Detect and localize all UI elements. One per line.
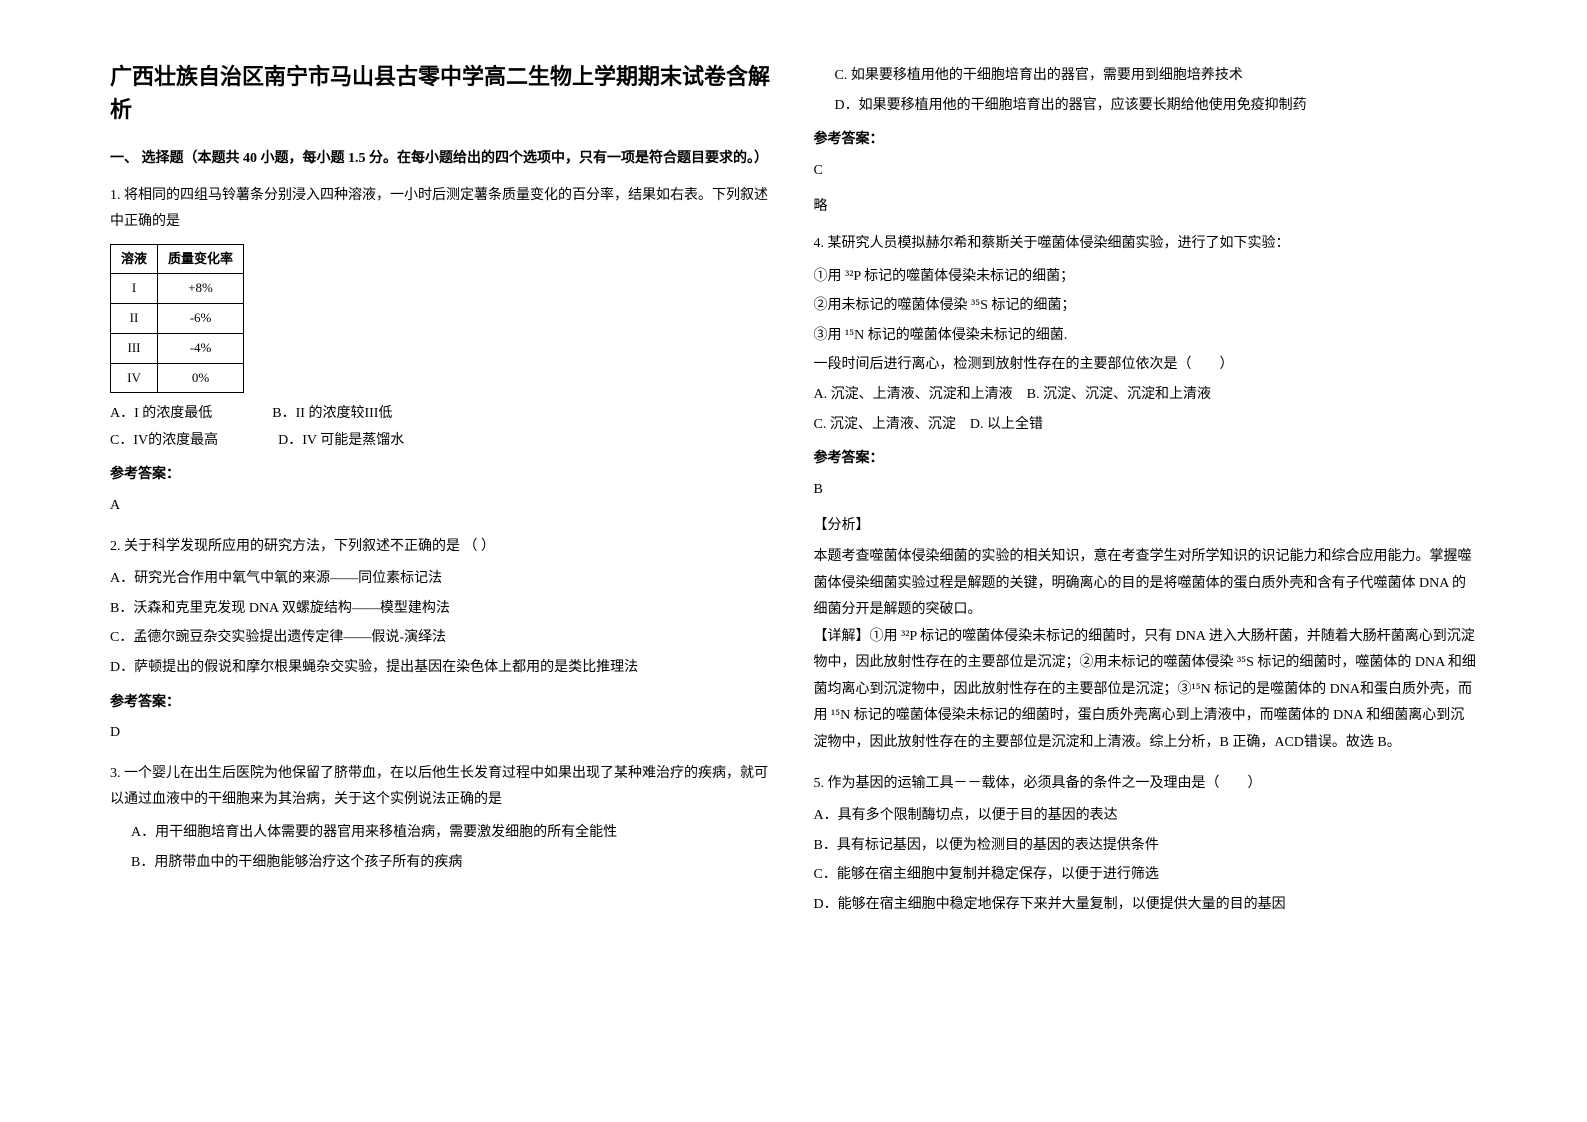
answer-value: A [110,493,774,520]
option-a: A．用干细胞培育出人体需要的器官用来移植治病，需要激发细胞的所有全能性 [110,820,774,847]
option-b: B．沃森和克里克发现 DNA 双螺旋结构——模型建构法 [110,596,774,623]
table-cell: -4% [158,333,244,363]
detail-text: 【详解】①用 ³²P 标记的噬菌体侵染未标记的细菌时，只有 DNA 进入大肠杆菌… [814,624,1478,757]
option-b: B. 沉淀、沉淀、沉淀和上清液 [1027,387,1211,402]
answer-label: 参考答案： [110,462,774,489]
option-a: A．I 的浓度最低 [110,401,212,428]
question-line: ②用未标记的噬菌体侵染 ³⁵S 标记的细菌； [814,293,1478,320]
option-c: C. 沉淀、上清液、沉淀 [814,417,956,432]
answer-value: C [814,158,1478,185]
question-line: 一段时间后进行离心，检测到放射性存在的主要部位依次是（ ） [814,352,1478,379]
question-line: ③用 ¹⁵N 标记的噬菌体侵染未标记的细菌. [814,323,1478,350]
table-header: 溶液 [111,244,158,274]
analysis-label: 【分析】 [814,513,1478,540]
answer-value: B [814,477,1478,504]
data-table: 溶液 质量变化率 I +8% II -6% III -4% IV 0% [110,244,244,393]
detail-label: 【详解】 [814,629,870,644]
question-text: 5. 作为基因的运输工具－－载体，必须具备的条件之一及理由是（ ） [814,771,1478,798]
option-a: A. 沉淀、上清液、沉淀和上清液 [814,387,1013,402]
table-cell: 0% [158,363,244,393]
answer-label: 参考答案： [110,690,774,717]
option-d: D．萨顿提出的假说和摩尔根果蝇杂交实验，提出基因在染色体上都用的是类比推理法 [110,655,774,682]
options-line: A. 沉淀、上清液、沉淀和上清液 B. 沉淀、沉淀、沉淀和上清液 [814,382,1478,409]
option-c: C．孟德尔豌豆杂交实验提出遗传定律——假说-演绎法 [110,625,774,652]
question-3: 3. 一个婴儿在出生后医院为他保留了脐带血，在以后他生长发育过程中如果出现了某种… [110,761,774,876]
answer-label: 参考答案： [814,446,1478,473]
page-title: 广西壮族自治区南宁市马山县古零中学高二生物上学期期末试卷含解析 [110,60,774,126]
option-a: A．研究光合作用中氧气中氧的来源——同位素标记法 [110,566,774,593]
table-cell: IV [111,363,158,393]
left-column: 广西壮族自治区南宁市马山县古零中学高二生物上学期期末试卷含解析 一、 选择题（本… [90,60,794,1062]
option-c: C. 如果要移植用他的干细胞培育出的器官，需要用到细胞培养技术 [814,63,1478,90]
table-cell: -6% [158,304,244,334]
options: A．I 的浓度最低 B．II 的浓度较III低 C．IV的浓度最高 D．IV 可… [110,401,774,454]
right-column: C. 如果要移植用他的干细胞培育出的器官，需要用到细胞培养技术 D．如果要移植用… [794,60,1498,1062]
question-4: 4. 某研究人员模拟赫尔希和蔡斯关于噬菌体侵染细菌实验，进行了如下实验： ①用 … [814,231,1478,757]
option-c: C．能够在宿主细胞中复制并稳定保存，以便于进行筛选 [814,862,1478,889]
detail-content: ①用 ³²P 标记的噬菌体侵染未标记的细菌时，只有 DNA 进入大肠杆菌，并随着… [814,629,1476,750]
section-header: 一、 选择题（本题共 40 小题，每小题 1.5 分。在每小题给出的四个选项中，… [110,146,774,173]
table-row: II -6% [111,304,244,334]
option-d: D．IV 可能是蒸馏水 [278,428,404,455]
table-cell: III [111,333,158,363]
question-5: 5. 作为基因的运输工具－－载体，必须具备的条件之一及理由是（ ） A．具有多个… [814,771,1478,919]
answer-extra: 略 [814,194,1478,221]
question-1: 1. 将相同的四组马铃薯条分别浸入四种溶液，一小时后测定薯条质量变化的百分率，结… [110,183,774,520]
table-row: I +8% [111,274,244,304]
answer-label: 参考答案： [814,127,1478,154]
answer-value: D [110,720,774,747]
table-header: 质量变化率 [158,244,244,274]
option-b: B．用脐带血中的干细胞能够治疗这个孩子所有的疾病 [110,850,774,877]
question-text: 4. 某研究人员模拟赫尔希和蔡斯关于噬菌体侵染细菌实验，进行了如下实验： [814,231,1478,258]
table-cell: +8% [158,274,244,304]
table-row: III -4% [111,333,244,363]
question-line: ①用 ³²P 标记的噬菌体侵染未标记的细菌； [814,264,1478,291]
analysis-text: 本题考查噬菌体侵染细菌的实验的相关知识，意在考查学生对所学知识的识记能力和综合应… [814,544,1478,624]
option-d: D．如果要移植用他的干细胞培育出的器官，应该要长期给他使用免疫抑制药 [814,93,1478,120]
question-text: 3. 一个婴儿在出生后医院为他保留了脐带血，在以后他生长发育过程中如果出现了某种… [110,761,774,814]
table-cell: II [111,304,158,334]
option-d: D．能够在宿主细胞中稳定地保存下来并大量复制，以便提供大量的目的基因 [814,892,1478,919]
table-row: IV 0% [111,363,244,393]
question-text: 1. 将相同的四组马铃薯条分别浸入四种溶液，一小时后测定薯条质量变化的百分率，结… [110,183,774,236]
table-cell: I [111,274,158,304]
option-d: D. 以上全错 [970,417,1043,432]
option-b: B．具有标记基因，以便为检测目的基因的表达提供条件 [814,833,1478,860]
option-a: A．具有多个限制酶切点，以便于目的基因的表达 [814,803,1478,830]
option-b: B．II 的浓度较III低 [272,401,392,428]
option-c: C．IV的浓度最高 [110,428,218,455]
question-2: 2. 关于科学发现所应用的研究方法，下列叙述不正确的是 （ ） A．研究光合作用… [110,534,774,747]
options-line: C. 沉淀、上清液、沉淀 D. 以上全错 [814,412,1478,439]
question-text: 2. 关于科学发现所应用的研究方法，下列叙述不正确的是 （ ） [110,534,774,561]
